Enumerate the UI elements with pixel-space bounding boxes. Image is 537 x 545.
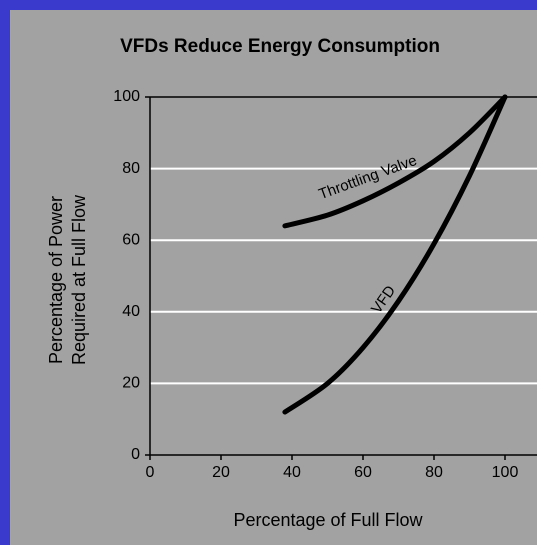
y-tick-label: 20 bbox=[122, 375, 140, 392]
y-tick-label: 40 bbox=[122, 303, 140, 320]
chart-title: VFDs Reduce Energy Consumption bbox=[120, 36, 440, 57]
x-tick-label: 40 bbox=[283, 464, 301, 481]
x-tick-label: 20 bbox=[212, 464, 230, 481]
x-tick-label: 60 bbox=[354, 464, 372, 481]
x-axis-label: Percentage of Full Flow bbox=[233, 510, 423, 530]
line bbox=[282, 94, 508, 415]
y-axis-label: Required at Full Flow bbox=[69, 194, 89, 365]
y-tick-label: 60 bbox=[122, 231, 140, 248]
panel bbox=[10, 10, 537, 545]
y-axis-label: Percentage of Power bbox=[46, 196, 66, 364]
x-tick-label: 100 bbox=[492, 464, 519, 481]
x-tick-label: 0 bbox=[146, 464, 155, 481]
line bbox=[282, 94, 508, 229]
y-tick-label: 0 bbox=[131, 446, 140, 463]
y-tick-label: 100 bbox=[113, 88, 140, 105]
x-tick-label: 80 bbox=[425, 464, 443, 481]
y-tick-label: 80 bbox=[122, 160, 140, 177]
